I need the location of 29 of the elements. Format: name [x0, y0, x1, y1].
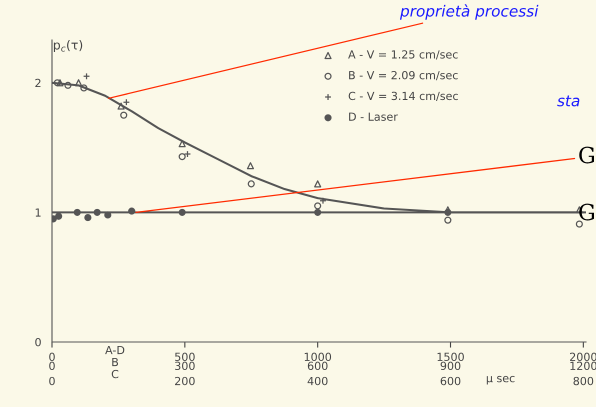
x2-tick-label: 600 [308, 362, 328, 370]
x-tick-label: 500 [175, 352, 195, 362]
x2-tick-label: 0 [49, 362, 55, 370]
text: 200 [175, 376, 195, 386]
y-tick-label: 1 [36, 208, 41, 217]
text: 400 [308, 376, 328, 386]
y-tick-label: 0 [35, 338, 41, 346]
text: 0 [49, 376, 55, 386]
annotation: G [579, 146, 594, 164]
annotation: G [579, 204, 594, 220]
text: C [112, 370, 118, 378]
legend-label: A - V = 1.25 cm/sec [348, 50, 458, 60]
text: B [112, 358, 118, 366]
x-axis-title: μ sec [486, 376, 515, 384]
annotation: proprietà processi [400, 4, 538, 20]
text: 600 [440, 376, 460, 386]
x-tick-label: 1500 [438, 352, 464, 362]
legend-label: D - Laser [349, 112, 398, 121]
x2-tick-label: 900 [440, 362, 460, 370]
x-tick-label: 0 [49, 352, 55, 362]
text: 800 [573, 376, 594, 386]
x-tick-label: 1000 [304, 352, 332, 362]
legend-label: C - V = 3.14 cm/sec [348, 92, 458, 101]
text: A-D [105, 346, 124, 354]
y-tick-label: 2 [35, 78, 40, 87]
annotation: sta [557, 95, 580, 106]
legend-label: B - V = 2.09 cm/sec [349, 70, 458, 80]
y-axis-title: p$_{c}$(τ) [54, 40, 82, 52]
x2-tick-label: 300 [175, 362, 195, 370]
